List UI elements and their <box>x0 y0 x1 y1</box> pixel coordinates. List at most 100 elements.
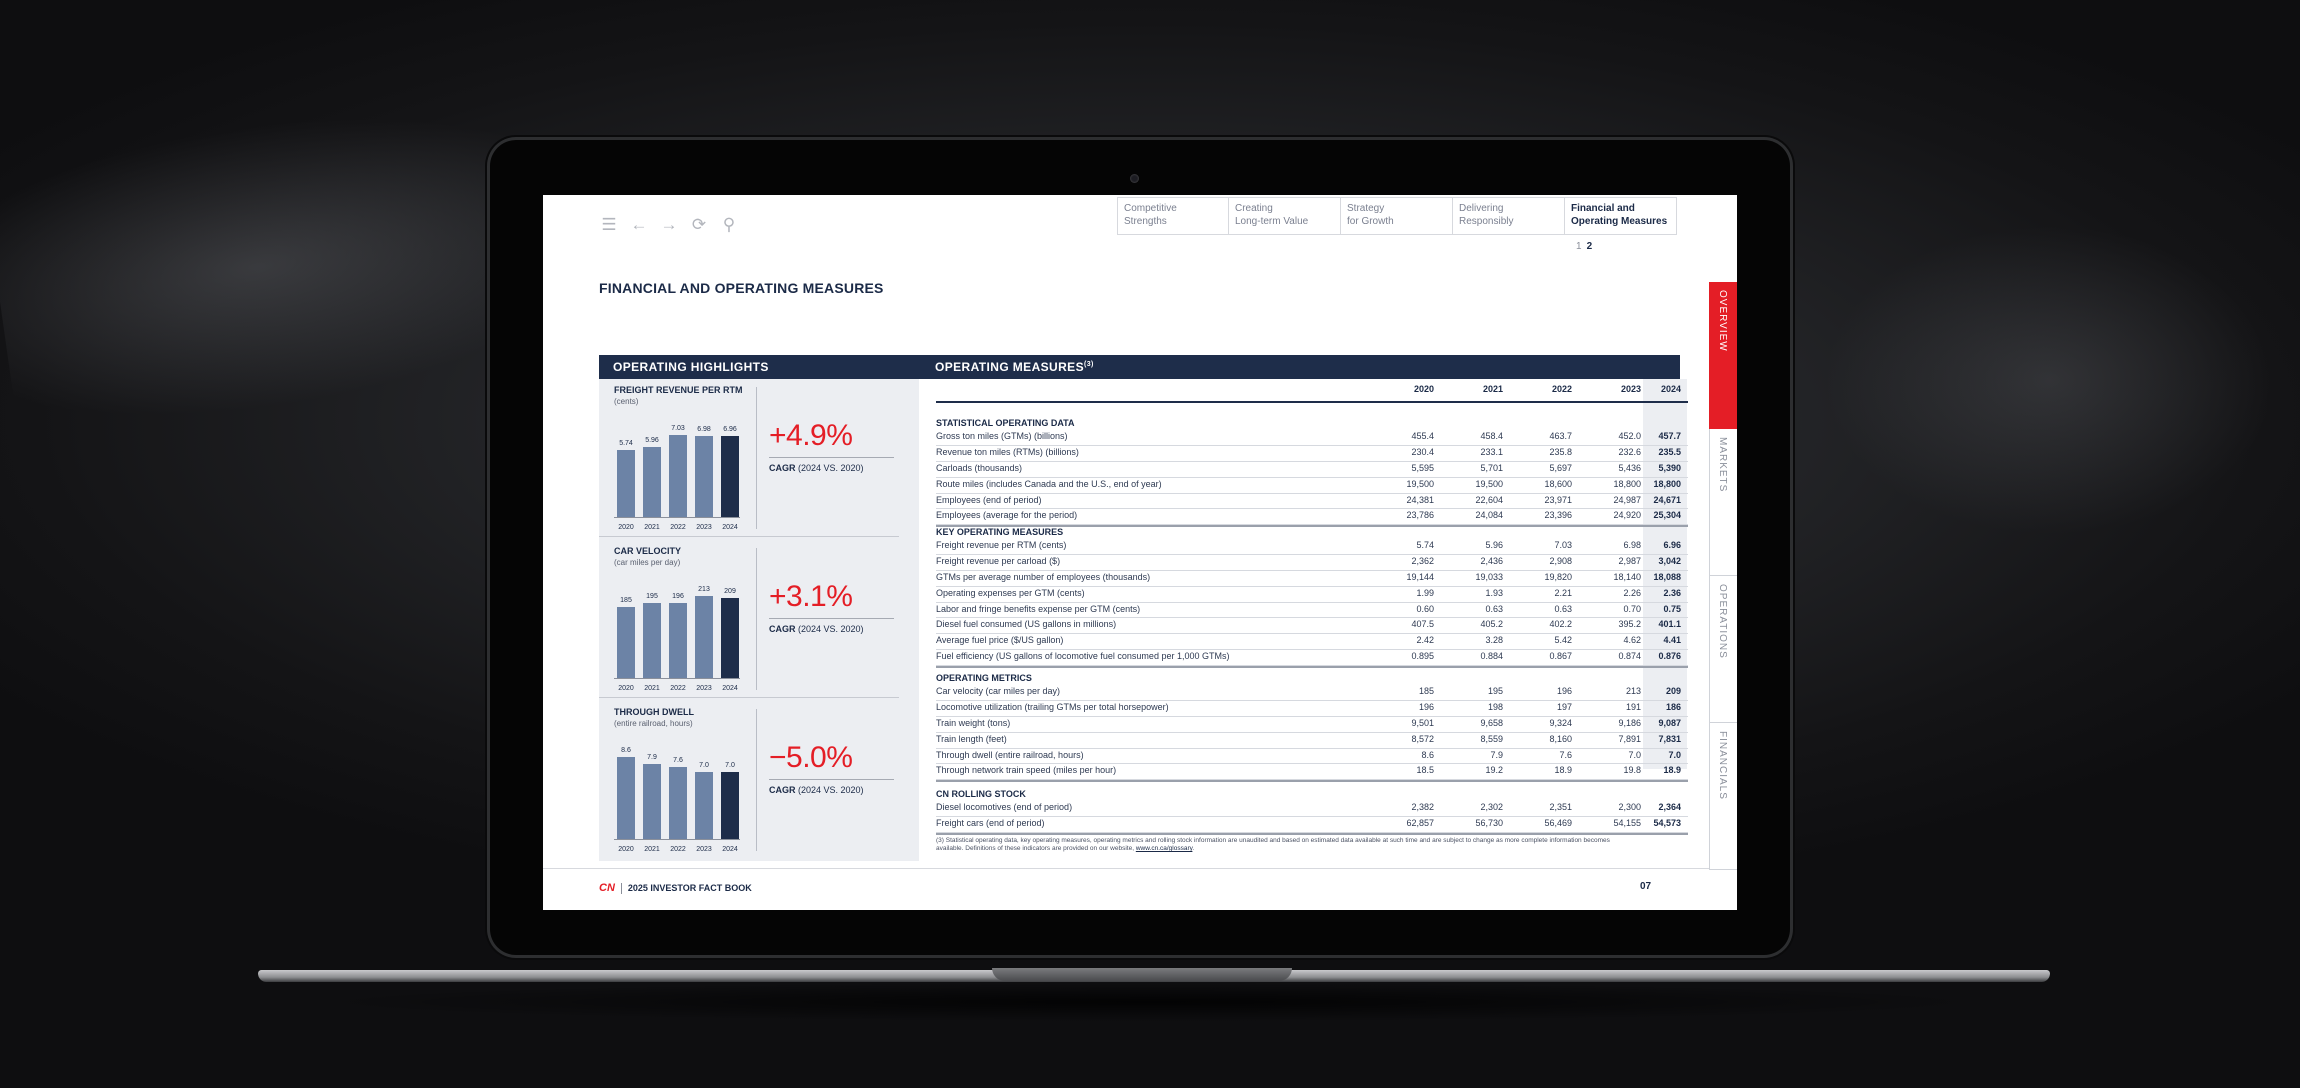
chart-bar <box>695 436 713 517</box>
tab-label: Strengths <box>1124 216 1167 227</box>
page-link-1[interactable]: 1 <box>1576 241 1582 252</box>
bar-category: 2020 <box>618 685 634 692</box>
bar-value: 7.03 <box>671 425 685 432</box>
measures-header-text: OPERATING MEASURES <box>935 360 1084 374</box>
cagr-caption: CAGR (2024 VS. 2020) <box>769 785 864 795</box>
bar-category: 2023 <box>696 524 712 531</box>
cell-value: 5,701 <box>1480 462 1503 473</box>
cell-value: 24,381 <box>1406 494 1434 505</box>
table-row: Labor and fringe benefits expense per GT… <box>936 603 1688 619</box>
table-group: OPERATING METRICS Car velocity (car miles… <box>936 672 1688 783</box>
year-2024-column-shade <box>1643 379 1687 769</box>
bar-category: 2020 <box>618 524 634 531</box>
side-tab-label: OPERATIONS <box>1717 584 1728 659</box>
table-row: Freight revenue per carload ($) 2,362 2,43… <box>936 555 1688 571</box>
refresh-icon[interactable]: ⟳ <box>691 215 707 234</box>
cell-value: 18,800 <box>1613 478 1641 489</box>
cell-value: 4.41 <box>1663 635 1681 646</box>
row-label: Through dwell (entire railroad, hours) <box>936 749 1084 760</box>
glossary-link[interactable]: www.cn.ca/glossary <box>1135 845 1193 852</box>
bar-category: 2020 <box>618 846 634 853</box>
side-tab-label: FINANCIALS <box>1717 731 1728 800</box>
table-group: CN ROLLING STOCK Diesel locomotives (end … <box>936 788 1688 835</box>
cell-value: 25,304 <box>1653 510 1681 521</box>
bar-category: 2024 <box>722 846 738 853</box>
row-label: Operating expenses per GTM (cents) <box>936 587 1085 598</box>
tab-financial-operating-measures[interactable]: Financial and Operating Measures <box>1565 197 1677 235</box>
table-row: Operating expenses per GTM (cents) 1.99 1.… <box>936 587 1688 603</box>
cell-value: 9,186 <box>1618 717 1641 728</box>
side-tab-financials[interactable]: FINANCIALS <box>1709 723 1737 870</box>
group-heading: STATISTICAL OPERATING DATA <box>936 418 1075 428</box>
page-link-2[interactable]: 2 <box>1586 241 1593 252</box>
cell-value: 2,436 <box>1480 555 1503 566</box>
bar-value: 8.6 <box>621 747 631 754</box>
table-row: Employees (end of period) 24,381 22,604 23,… <box>936 494 1688 510</box>
cell-value: 8,160 <box>1549 733 1572 744</box>
cell-value: 5,697 <box>1549 462 1572 473</box>
table-row: Through dwell (entire railroad, hours) 8.… <box>936 749 1688 765</box>
tab-label: Delivering <box>1459 203 1504 214</box>
cell-value: 395.2 <box>1618 619 1641 630</box>
cagr-percent: +4.9% <box>769 419 853 452</box>
laptop-shadow <box>300 982 2000 1022</box>
cell-value: 3.28 <box>1485 635 1503 646</box>
side-tab-operations[interactable]: OPERATIONS <box>1709 576 1737 723</box>
chart-axis <box>614 517 740 518</box>
search-icon[interactable]: ⚲ <box>722 215 736 234</box>
table-row: Locomotive utilization (trailing GTMs pe… <box>936 701 1688 717</box>
cell-value: 19,500 <box>1406 478 1434 489</box>
row-label: Diesel locomotives (end of period) <box>936 802 1073 812</box>
bar-value: 196 <box>672 593 684 600</box>
cell-value: 0.63 <box>1554 603 1572 614</box>
table-row: Freight revenue per RTM (cents) 5.74 5.96 7… <box>936 539 1688 555</box>
cell-value: 2.26 <box>1623 587 1641 598</box>
bar-value: 7.6 <box>673 757 683 764</box>
cell-value: 463.7 <box>1549 431 1572 441</box>
chart-bar <box>617 757 635 839</box>
group-rule <box>936 832 1688 835</box>
cell-value: 232.6 <box>1618 446 1641 457</box>
cell-value: 5.42 <box>1554 635 1572 646</box>
bar-chart: 8.6 2020 7.9 2021 7.6 2022 7.0 2023 7.0 2024 <box>614 721 744 859</box>
cell-value: 0.63 <box>1485 603 1503 614</box>
chart-bar <box>643 603 661 678</box>
cell-value: 2.42 <box>1416 635 1434 646</box>
tab-creating-long-term-value[interactable]: Creating Long-term Value <box>1229 197 1341 235</box>
forward-arrow-icon[interactable]: → <box>660 215 678 234</box>
cell-value: 18.5 <box>1416 765 1434 776</box>
highlight-label: CAR VELOCITY <box>614 546 682 556</box>
bar-value: 7.0 <box>725 762 735 769</box>
side-tab-overview[interactable]: OVERVIEW <box>1709 282 1737 429</box>
bar-value: 7.9 <box>647 754 657 761</box>
tab-strategy-for-growth[interactable]: Strategy for Growth <box>1341 197 1453 235</box>
cell-value: 19,500 <box>1475 478 1503 489</box>
footer-brand: CN 2025 INVESTOR FACT BOOK <box>599 882 752 894</box>
chart-bar <box>669 435 687 517</box>
cagr-caption: CAGR (2024 VS. 2020) <box>769 624 864 634</box>
menu-icon[interactable]: ☰ <box>601 215 617 234</box>
cell-value: 18,088 <box>1653 571 1681 582</box>
cell-value: 19,033 <box>1475 571 1503 582</box>
table-row: Diesel locomotives (end of period) 2,382 2… <box>936 801 1688 817</box>
cell-value: 18.9 <box>1554 765 1572 776</box>
row-label: Locomotive utilization (trailing GTMs pe… <box>936 701 1169 712</box>
back-arrow-icon[interactable]: ← <box>630 215 648 234</box>
cell-value: 54,573 <box>1653 817 1681 828</box>
row-label: GTMs per average number of employees (th… <box>936 571 1151 582</box>
cell-value: 9,658 <box>1480 717 1503 728</box>
side-tab-markets[interactable]: MARKETS <box>1709 429 1737 576</box>
tab-delivering-responsibly[interactable]: Delivering Responsibly <box>1453 197 1565 235</box>
cell-value: 186 <box>1665 701 1681 712</box>
footer-rule <box>543 868 1709 869</box>
tab-competitive-strengths[interactable]: Competitive Strengths <box>1117 197 1229 235</box>
page-title: FINANCIAL AND OPERATING MEASURES <box>599 280 884 296</box>
cell-value: 19,144 <box>1406 571 1434 582</box>
chart-bar <box>721 598 739 678</box>
year-header: 2022 <box>1551 384 1572 394</box>
row-label: Average fuel price ($/US gallon) <box>936 635 1064 646</box>
chart-bar <box>695 772 713 839</box>
year-header: 2023 <box>1620 384 1641 394</box>
cell-value: 235.5 <box>1658 446 1681 457</box>
highlight-card: FREIGHT REVENUE PER RTM (cents) +4.9% CAGR … <box>599 379 919 539</box>
